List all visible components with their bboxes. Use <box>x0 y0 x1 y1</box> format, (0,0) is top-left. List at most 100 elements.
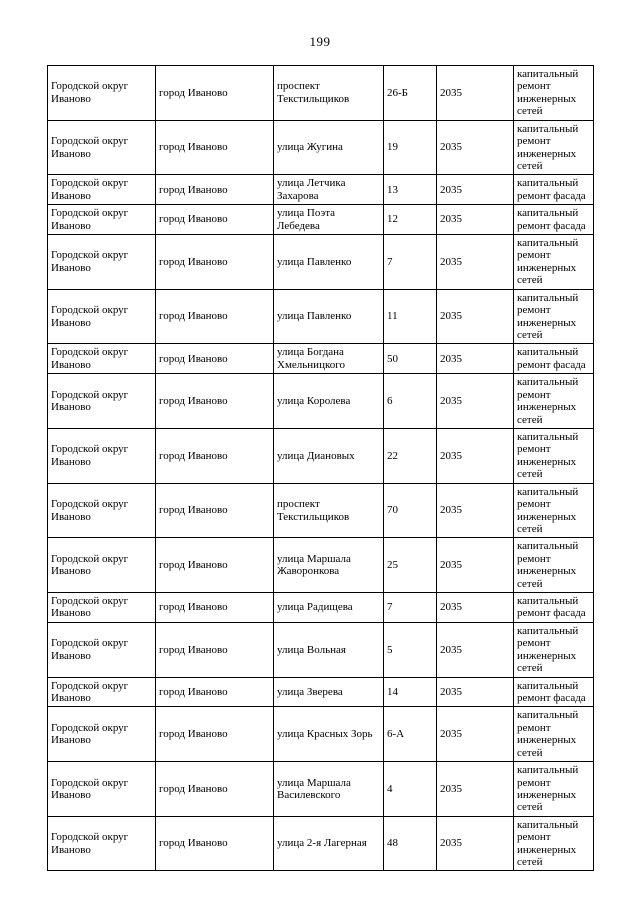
cell-district: Городской округ Иваново <box>47 427 156 484</box>
cell-year: 2035 <box>436 427 514 484</box>
cell-district: Городской округ Иваново <box>47 204 156 236</box>
cell-year: 2035 <box>436 815 514 872</box>
cell-work-type: капитальный ремонт инженерных сетей <box>513 234 594 290</box>
table-row: Городской округ Иваново город Иваново ул… <box>47 373 594 429</box>
cell-year: 2035 <box>436 537 514 594</box>
cell-year: 2035 <box>436 174 514 206</box>
cell-city: город Иваново <box>155 427 274 484</box>
cell-year: 2035 <box>436 621 514 678</box>
cell-house-number: 7 <box>383 234 437 290</box>
cell-city: город Иваново <box>155 119 274 176</box>
cell-street: улица Поэта Лебедева <box>273 204 384 236</box>
cell-street: улица Диановых <box>273 427 384 484</box>
table-row: Городской округ Иваново город Иваново ул… <box>47 592 594 623</box>
cell-year: 2035 <box>436 482 514 539</box>
cell-work-type: капитальный ремонт инженерных сетей <box>513 373 594 429</box>
cell-year: 2035 <box>436 592 514 623</box>
cell-street: улица Красных Зорь <box>273 706 384 763</box>
cell-house-number: 6 <box>383 373 437 429</box>
cell-year: 2035 <box>436 234 514 290</box>
table-row: Городской округ Иваново город Иваново ул… <box>47 676 594 708</box>
table-row: Городской округ Иваново город Иваново пр… <box>47 65 594 121</box>
cell-city: город Иваново <box>155 65 274 121</box>
cell-district: Городской округ Иваново <box>47 288 156 345</box>
cell-house-number: 50 <box>383 343 437 375</box>
cell-district: Городской округ Иваново <box>47 234 156 290</box>
cell-city: город Иваново <box>155 761 274 817</box>
cell-district: Городской округ Иваново <box>47 343 156 375</box>
cell-district: Городской округ Иваново <box>47 65 156 121</box>
cell-work-type: капитальный ремонт инженерных сетей <box>513 706 594 763</box>
cell-year: 2035 <box>436 288 514 345</box>
cell-year: 2035 <box>436 65 514 121</box>
cell-district: Городской округ Иваново <box>47 174 156 206</box>
table-row: Городской округ Иваново город Иваново ул… <box>47 288 594 345</box>
cell-street: улица Зверева <box>273 676 384 708</box>
cell-street: проспект Текстильщиков <box>273 482 384 539</box>
table-row: Городской округ Иваново город Иваново ул… <box>47 537 594 594</box>
cell-work-type: капитальный ремонт инженерных сетей <box>513 65 594 121</box>
table-row: Городской округ Иваново город Иваново ул… <box>47 706 594 763</box>
cell-year: 2035 <box>436 119 514 176</box>
cell-city: город Иваново <box>155 706 274 763</box>
table-row: Городской округ Иваново город Иваново ул… <box>47 621 594 678</box>
cell-year: 2035 <box>436 676 514 708</box>
cell-street: улица Павленко <box>273 234 384 290</box>
cell-work-type: капитальный ремонт инженерных сетей <box>513 288 594 345</box>
table-row: Городской округ Иваново город Иваново ул… <box>47 815 594 872</box>
cell-city: город Иваново <box>155 204 274 236</box>
cell-street: улица Богдана Хмельницкого <box>273 343 384 375</box>
cell-street: улица Летчика Захарова <box>273 174 384 206</box>
table-row: Городской округ Иваново город Иваново ул… <box>47 343 594 375</box>
cell-city: город Иваново <box>155 676 274 708</box>
table-row: Городской округ Иваново город Иваново пр… <box>47 482 594 539</box>
table-row: Городской округ Иваново город Иваново ул… <box>47 427 594 484</box>
cell-year: 2035 <box>436 343 514 375</box>
cell-district: Городской округ Иваново <box>47 761 156 817</box>
cell-year: 2035 <box>436 373 514 429</box>
cell-city: город Иваново <box>155 537 274 594</box>
cell-city: город Иваново <box>155 288 274 345</box>
cell-work-type: капитальный ремонт инженерных сетей <box>513 815 594 872</box>
cell-house-number: 5 <box>383 621 437 678</box>
cell-work-type: капитальный ремонт инженерных сетей <box>513 621 594 678</box>
cell-house-number: 14 <box>383 676 437 708</box>
cell-year: 2035 <box>436 204 514 236</box>
cell-district: Городской округ Иваново <box>47 119 156 176</box>
cell-house-number: 70 <box>383 482 437 539</box>
cell-city: город Иваново <box>155 174 274 206</box>
cell-street: улица Вольная <box>273 621 384 678</box>
cell-city: город Иваново <box>155 373 274 429</box>
cell-district: Городской округ Иваново <box>47 815 156 872</box>
cell-work-type: капитальный ремонт фасада <box>513 174 594 206</box>
cell-district: Городской округ Иваново <box>47 537 156 594</box>
table-body: Городской округ Иваново город Иваново пр… <box>47 65 594 872</box>
cell-house-number: 13 <box>383 174 437 206</box>
cell-work-type: капитальный ремонт инженерных сетей <box>513 482 594 539</box>
cell-city: город Иваново <box>155 592 274 623</box>
cell-district: Городской округ Иваново <box>47 592 156 623</box>
cell-house-number: 4 <box>383 761 437 817</box>
cell-city: город Иваново <box>155 234 274 290</box>
cell-district: Городской округ Иваново <box>47 706 156 763</box>
cell-city: город Иваново <box>155 621 274 678</box>
cell-year: 2035 <box>436 761 514 817</box>
cell-street: улица Маршала Василевского <box>273 761 384 817</box>
table-row: Городской округ Иваново город Иваново ул… <box>47 119 594 176</box>
cell-house-number: 19 <box>383 119 437 176</box>
cell-street: проспект Текстильщиков <box>273 65 384 121</box>
repair-schedule-table: Городской округ Иваново город Иваново пр… <box>47 65 594 872</box>
cell-house-number: 25 <box>383 537 437 594</box>
cell-work-type: капитальный ремонт фасада <box>513 676 594 708</box>
cell-street: улица Маршала Жаворонкова <box>273 537 384 594</box>
cell-house-number: 22 <box>383 427 437 484</box>
page-number: 199 <box>309 34 331 49</box>
cell-house-number: 12 <box>383 204 437 236</box>
cell-city: город Иваново <box>155 815 274 872</box>
document-page: 199 Городской округ Иваново город Иванов… <box>47 34 594 872</box>
cell-house-number: 48 <box>383 815 437 872</box>
cell-city: город Иваново <box>155 343 274 375</box>
cell-house-number: 6-А <box>383 706 437 763</box>
table-row: Городской округ Иваново город Иваново ул… <box>47 761 594 817</box>
cell-district: Городской округ Иваново <box>47 373 156 429</box>
